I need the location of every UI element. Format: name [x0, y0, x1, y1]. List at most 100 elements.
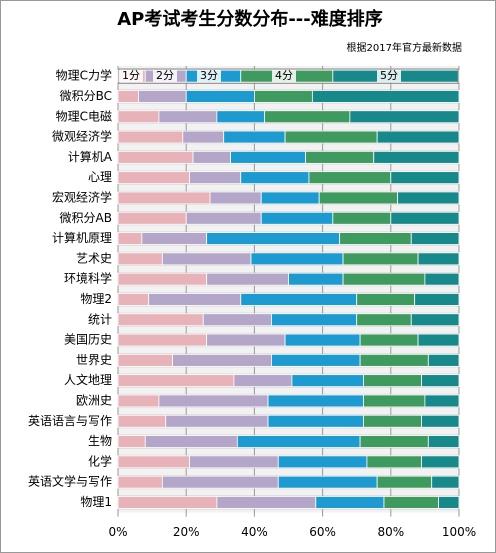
bar-segment — [363, 394, 426, 408]
bar-segment — [240, 171, 310, 185]
x-tick-label: 0% — [108, 525, 127, 539]
y-tick-label: 环境科学 — [64, 271, 112, 286]
bar-segment — [376, 130, 460, 144]
x-tick-label: 20% — [173, 525, 200, 539]
bar-segment — [117, 496, 218, 509]
bar-segment — [209, 191, 262, 205]
bar-segment — [421, 455, 460, 469]
bar-segment — [230, 150, 306, 164]
bar-segment — [206, 333, 286, 347]
bar-segment — [165, 414, 269, 428]
bar-segment — [161, 475, 279, 489]
bar-segment — [236, 435, 361, 448]
y-tick-label: 计算机原理 — [52, 230, 112, 245]
bar-segment — [424, 394, 460, 408]
bar-segment — [356, 293, 416, 306]
bar-segment — [421, 374, 460, 388]
bar-segment — [311, 90, 460, 103]
legend-swatch — [119, 70, 143, 83]
y-tick-label: 生物 — [88, 434, 112, 448]
bar-segment — [363, 374, 422, 388]
bar-segment — [172, 353, 272, 367]
legend-label: 1分 — [122, 69, 140, 82]
bar-segment — [277, 475, 378, 489]
bar-segment — [315, 496, 385, 509]
bar-segment — [182, 130, 225, 144]
bar-segment — [332, 211, 392, 225]
bar-segment — [410, 313, 460, 327]
bar-segment — [117, 394, 160, 408]
bar-segment — [390, 211, 460, 225]
bar-segment — [117, 272, 208, 286]
bar-segment — [410, 232, 460, 245]
bar-segment — [158, 110, 218, 124]
bar-segment — [342, 272, 426, 286]
y-tick-label: 微积分BC — [60, 89, 112, 103]
bar-segment — [161, 252, 252, 266]
bar-segment — [117, 353, 173, 367]
bar-segment — [117, 313, 204, 327]
bar-segment — [264, 110, 351, 124]
bar-segment — [397, 191, 460, 205]
bar-segment — [117, 455, 191, 469]
bar-segment — [185, 90, 255, 103]
bar-segment — [117, 110, 160, 124]
bar-segment — [138, 90, 187, 103]
bar-segment — [305, 150, 375, 164]
bar-segment — [417, 333, 460, 347]
bar-segment — [359, 353, 429, 367]
legend-swatch — [197, 70, 221, 83]
legend-swatch — [272, 70, 296, 83]
bar-segment — [216, 110, 266, 124]
bar-segment — [117, 252, 163, 266]
bar-segment — [117, 171, 191, 185]
legend-swatch — [153, 70, 177, 83]
bar-segment — [202, 313, 272, 327]
y-tick-label: 统计 — [88, 312, 112, 326]
y-tick-label: 艺术史 — [76, 251, 112, 265]
bar-segment — [117, 150, 194, 164]
legend-label: 4分 — [275, 69, 293, 82]
bar-segment — [267, 394, 364, 408]
bar-segment — [144, 435, 238, 448]
bar-segment — [427, 435, 460, 448]
bar-segment — [431, 475, 460, 489]
bar-segment — [117, 374, 235, 388]
bar-segment — [308, 171, 392, 185]
bar-segment — [206, 232, 341, 245]
bar-segment — [189, 455, 279, 469]
chart-subtitle: 根据2017年官方最新数据 — [347, 41, 462, 54]
y-tick-label: 计算机A — [68, 149, 113, 164]
bar-segment — [117, 232, 143, 245]
legend-label: 3分 — [200, 69, 218, 82]
bar-segment — [349, 110, 460, 124]
y-tick-label: 人文地理 — [64, 372, 112, 387]
bar-segment — [141, 232, 208, 245]
bar-segment — [284, 333, 361, 347]
bar-segment — [427, 353, 460, 367]
bar-segment — [260, 191, 320, 205]
bar-segment — [260, 211, 334, 225]
bar-segment — [284, 130, 378, 144]
bar-segment — [117, 475, 163, 489]
y-tick-label: 美国历史 — [64, 333, 112, 347]
y-tick-label: 物理2 — [80, 292, 112, 306]
bar-segment — [216, 496, 317, 509]
y-tick-label: 英语语言与写作 — [28, 414, 112, 428]
x-tick-label: 40% — [241, 525, 268, 539]
legend-label: 2分 — [156, 69, 174, 82]
chart-title: AP考试考生分数分布---难度排序 — [117, 8, 383, 30]
y-tick-label: 世界史 — [76, 353, 112, 367]
bar-segment — [318, 191, 399, 205]
bar-segment — [240, 293, 358, 306]
y-tick-label: 物理1 — [80, 495, 112, 509]
bar-segment — [158, 394, 269, 408]
y-tick-label: 微积分AB — [60, 211, 112, 225]
bar-segment — [339, 232, 412, 245]
bar-segment — [117, 191, 211, 205]
legend-label: 5分 — [380, 69, 398, 82]
bar-segment — [342, 252, 419, 266]
bar-segment — [390, 171, 460, 185]
y-tick-label: 物理C电磁 — [56, 108, 112, 123]
